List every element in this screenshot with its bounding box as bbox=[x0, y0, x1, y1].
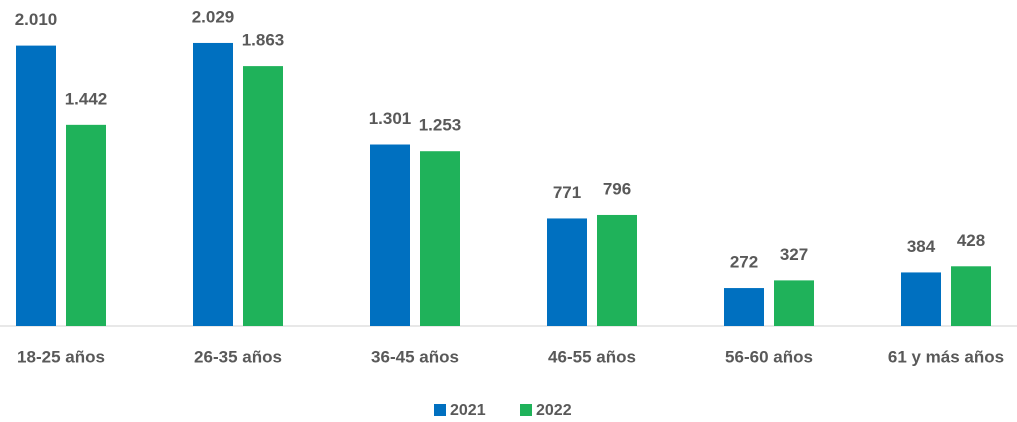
value-label: 2.029 bbox=[192, 7, 235, 26]
bar bbox=[774, 280, 814, 326]
x-tick-label: 61 y más años bbox=[888, 347, 1004, 366]
value-label: 1.301 bbox=[369, 109, 412, 128]
bar bbox=[597, 214, 637, 326]
bar bbox=[243, 66, 283, 326]
bar bbox=[901, 272, 941, 326]
legend-swatch bbox=[520, 404, 532, 416]
legend-label: 2022 bbox=[536, 402, 572, 419]
value-label: 2.010 bbox=[15, 10, 58, 29]
x-tick-label: 56-60 años bbox=[725, 347, 813, 366]
value-label: 771 bbox=[553, 183, 581, 202]
bar bbox=[724, 288, 764, 326]
value-label: 384 bbox=[907, 237, 936, 256]
x-tick-label: 46-55 años bbox=[548, 347, 636, 366]
bar bbox=[420, 151, 460, 326]
value-label: 1.863 bbox=[242, 31, 285, 50]
bar bbox=[193, 42, 233, 326]
value-label: 428 bbox=[957, 231, 985, 250]
value-label: 327 bbox=[780, 245, 808, 264]
bar bbox=[66, 124, 106, 326]
bar bbox=[16, 45, 56, 326]
value-label: 1.253 bbox=[419, 116, 462, 135]
value-label: 272 bbox=[730, 253, 758, 272]
x-tick-label: 18-25 años bbox=[17, 347, 105, 366]
bar bbox=[951, 266, 991, 326]
legend-label: 2021 bbox=[450, 402, 486, 419]
x-tick-label: 36-45 años bbox=[371, 347, 459, 366]
x-tick-label: 26-35 años bbox=[194, 347, 282, 366]
legend-swatch bbox=[434, 404, 446, 416]
value-label: 1.442 bbox=[65, 89, 108, 108]
value-label: 796 bbox=[603, 179, 631, 198]
bar bbox=[370, 144, 410, 326]
bar bbox=[547, 218, 587, 326]
